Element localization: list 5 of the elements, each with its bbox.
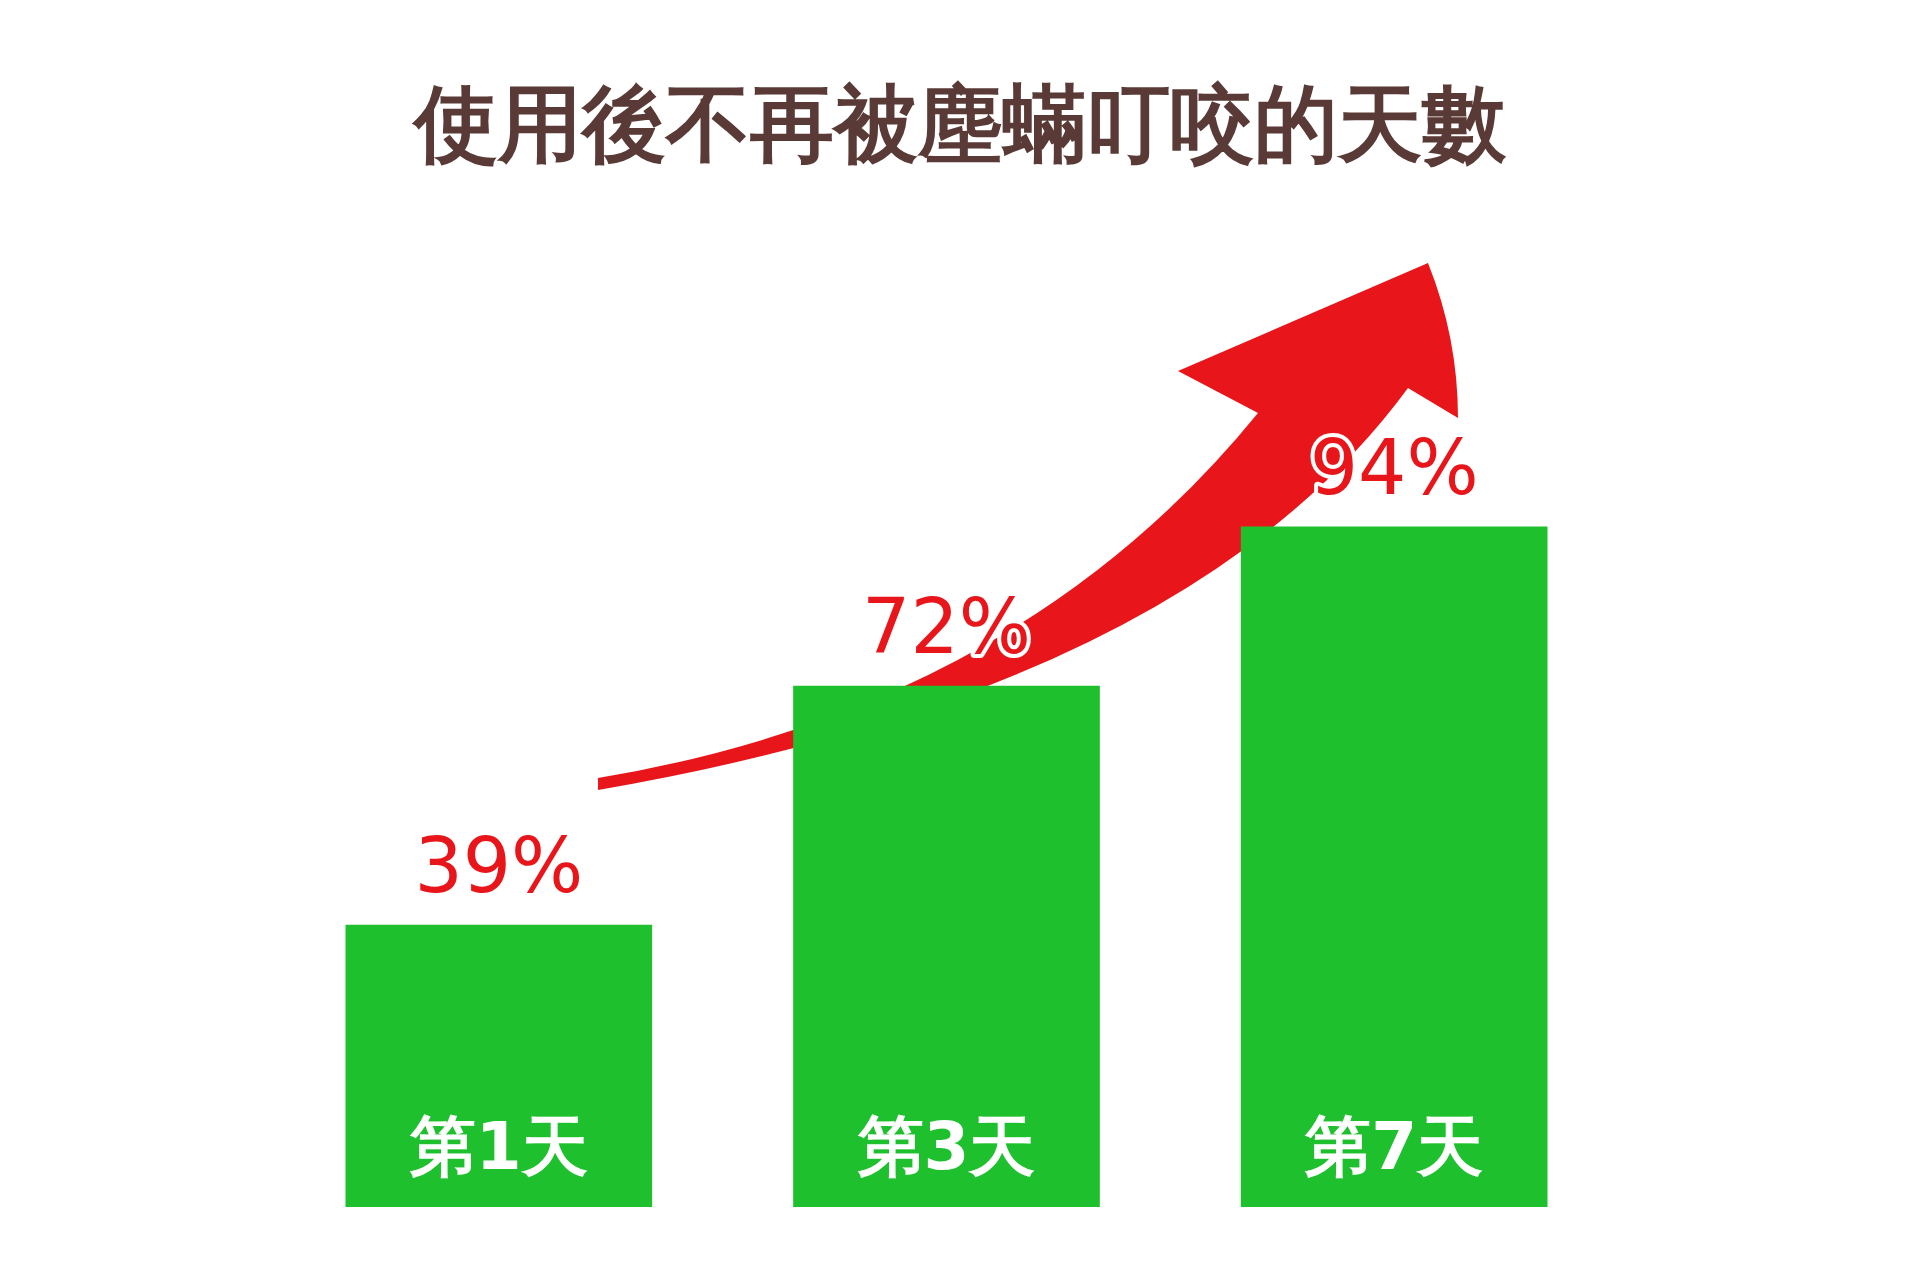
x-tick-label: 第1天	[408, 1108, 588, 1186]
chart-title: 使用後不再被塵蟎叮咬的天數	[411, 74, 1507, 175]
x-tick-label: 第7天	[1304, 1108, 1484, 1186]
data-label: 39%	[414, 821, 584, 911]
x-tick-label: 第3天	[856, 1108, 1036, 1186]
